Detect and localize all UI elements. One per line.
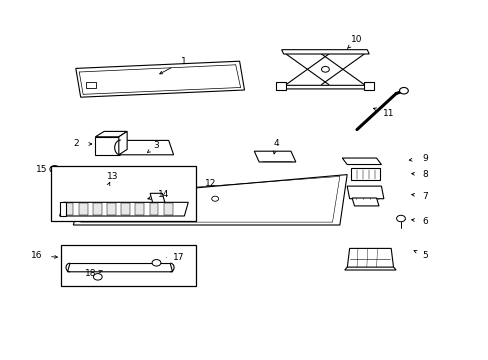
Bar <box>51 166 195 221</box>
Text: 2: 2 <box>73 139 79 148</box>
Text: 4: 4 <box>273 139 279 148</box>
Bar <box>149 203 158 215</box>
Text: 5: 5 <box>422 251 427 260</box>
Circle shape <box>50 166 60 173</box>
Circle shape <box>399 87 407 94</box>
Polygon shape <box>115 140 173 155</box>
Text: 8: 8 <box>422 170 427 179</box>
Polygon shape <box>277 85 370 89</box>
Polygon shape <box>346 186 383 199</box>
Text: 1: 1 <box>180 57 186 66</box>
Text: 14: 14 <box>158 190 169 199</box>
Polygon shape <box>150 193 164 202</box>
Text: 13: 13 <box>106 172 118 181</box>
Circle shape <box>321 66 329 72</box>
Polygon shape <box>281 50 368 54</box>
Polygon shape <box>119 131 127 155</box>
Polygon shape <box>364 82 373 90</box>
Text: 3: 3 <box>153 141 159 150</box>
Text: 9: 9 <box>422 154 427 163</box>
Bar <box>163 203 172 215</box>
Bar <box>121 203 130 215</box>
Polygon shape <box>344 267 395 270</box>
Polygon shape <box>60 202 188 216</box>
Polygon shape <box>95 131 127 137</box>
Polygon shape <box>73 175 346 225</box>
Text: 10: 10 <box>350 35 362 44</box>
Polygon shape <box>60 202 65 216</box>
Text: 12: 12 <box>204 179 216 188</box>
Polygon shape <box>351 198 378 206</box>
Bar <box>64 203 73 215</box>
Circle shape <box>93 274 102 280</box>
Bar <box>93 203 102 215</box>
Text: 11: 11 <box>382 109 394 118</box>
Text: 17: 17 <box>172 253 184 262</box>
Bar <box>135 203 144 215</box>
Bar <box>86 82 96 88</box>
Polygon shape <box>276 82 285 90</box>
Polygon shape <box>346 248 393 268</box>
Circle shape <box>152 260 161 266</box>
Text: 18: 18 <box>84 269 96 278</box>
Text: 7: 7 <box>422 192 427 201</box>
Polygon shape <box>95 137 119 155</box>
Polygon shape <box>76 61 244 97</box>
Polygon shape <box>67 264 172 272</box>
Text: 15: 15 <box>36 165 47 174</box>
Bar <box>107 203 116 215</box>
Polygon shape <box>342 158 381 165</box>
Bar <box>350 168 380 180</box>
Bar <box>61 245 195 286</box>
Text: 16: 16 <box>31 251 42 260</box>
Circle shape <box>396 215 405 222</box>
Bar <box>79 203 87 215</box>
Polygon shape <box>254 151 295 162</box>
Circle shape <box>211 196 218 201</box>
Text: 6: 6 <box>422 217 427 226</box>
